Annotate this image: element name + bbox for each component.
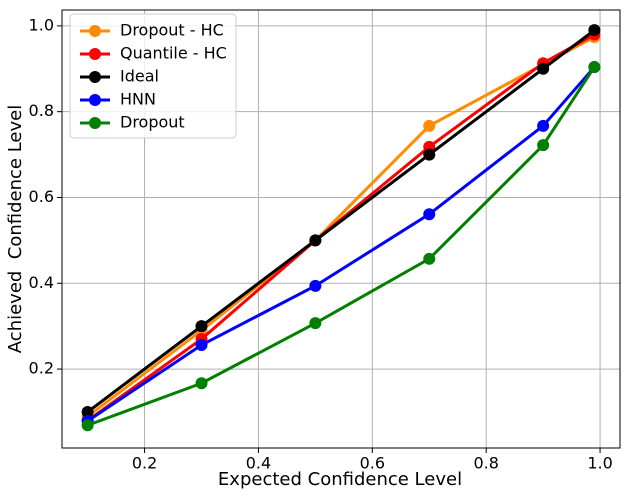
point [81,405,94,418]
x-tick-label: 0.8 [473,454,498,473]
point [423,252,436,265]
series-line [87,66,596,427]
point [423,119,436,132]
point [309,317,322,330]
legend-marker [89,117,101,129]
legend-box [69,13,237,139]
series-line [86,66,596,423]
legend-label: Dropout [120,113,185,132]
legend-marker [89,94,101,106]
point [588,61,601,74]
point [423,148,436,161]
legend-label: Ideal [120,67,159,86]
series-line [86,33,596,422]
point [195,377,208,390]
point [309,279,322,292]
x-axis-label: Expected Confidence Level [218,469,462,490]
point [81,419,94,432]
y-tick-label: 0.4 [29,273,54,292]
x-tick-label: 1.0 [587,454,612,473]
x-tick-label: 0.2 [132,454,157,473]
y-tick-label: 0.2 [29,359,54,378]
series-line [86,28,596,414]
point [309,234,322,247]
legend-label: Quantile - HC [120,44,227,63]
point [195,320,208,333]
point [537,62,550,75]
y-tick-label: 0.6 [29,187,54,206]
x-tick-label: 0.6 [360,454,385,473]
legend-label: HNN [120,90,156,109]
point [195,339,208,352]
point [537,119,550,132]
point [588,24,601,37]
y-tick-label: 0.8 [29,101,54,120]
y-tick-label: 1.0 [29,15,54,34]
legend-label: Dropout - HC [120,21,224,40]
x-tick-label: 0.4 [246,454,271,473]
point [537,139,550,152]
plot-frame [61,9,621,449]
legend-marker [89,71,101,83]
legend-marker [89,25,101,37]
point [423,208,436,221]
legend-marker [89,48,101,60]
y-axis-label: Achieved Confidence Level [5,105,26,353]
